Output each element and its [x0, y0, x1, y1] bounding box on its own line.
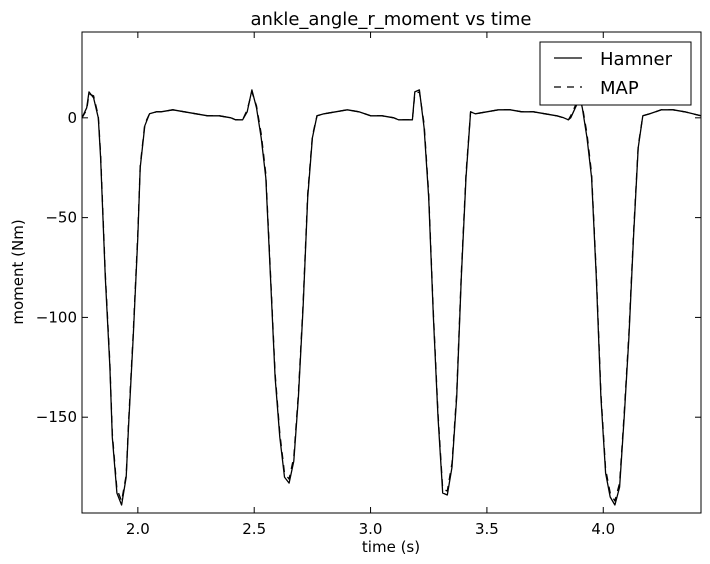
series-line-map	[81, 91, 702, 502]
x-tick-label: 3.5	[475, 520, 499, 538]
y-tick-label: 0	[67, 109, 77, 127]
legend-box	[539, 41, 692, 106]
plot-frame	[81, 31, 702, 514]
series-layer	[81, 89, 702, 506]
x-ticks: 2.0 2.5 3.0 3.5 4.0	[126, 32, 615, 538]
y-axis-label: moment (Nm)	[9, 219, 27, 324]
y-tick-label: −150	[36, 408, 77, 426]
legend: Hamner MAP	[539, 41, 692, 106]
legend-label-hamner: Hamner	[600, 49, 673, 70]
x-tick-label: 2.5	[242, 520, 266, 538]
x-tick-label: 3.0	[359, 520, 383, 538]
y-tick-label: −50	[45, 209, 77, 227]
y-ticks: 0 −50 −100 −150	[36, 109, 701, 426]
legend-label-map: MAP	[600, 78, 639, 99]
y-tick-label: −100	[36, 308, 77, 326]
x-tick-label: 4.0	[591, 520, 615, 538]
chart-title: ankle_angle_r_moment vs time	[250, 9, 531, 30]
x-tick-label: 2.0	[126, 520, 150, 538]
x-axis-label: time (s)	[362, 538, 420, 556]
